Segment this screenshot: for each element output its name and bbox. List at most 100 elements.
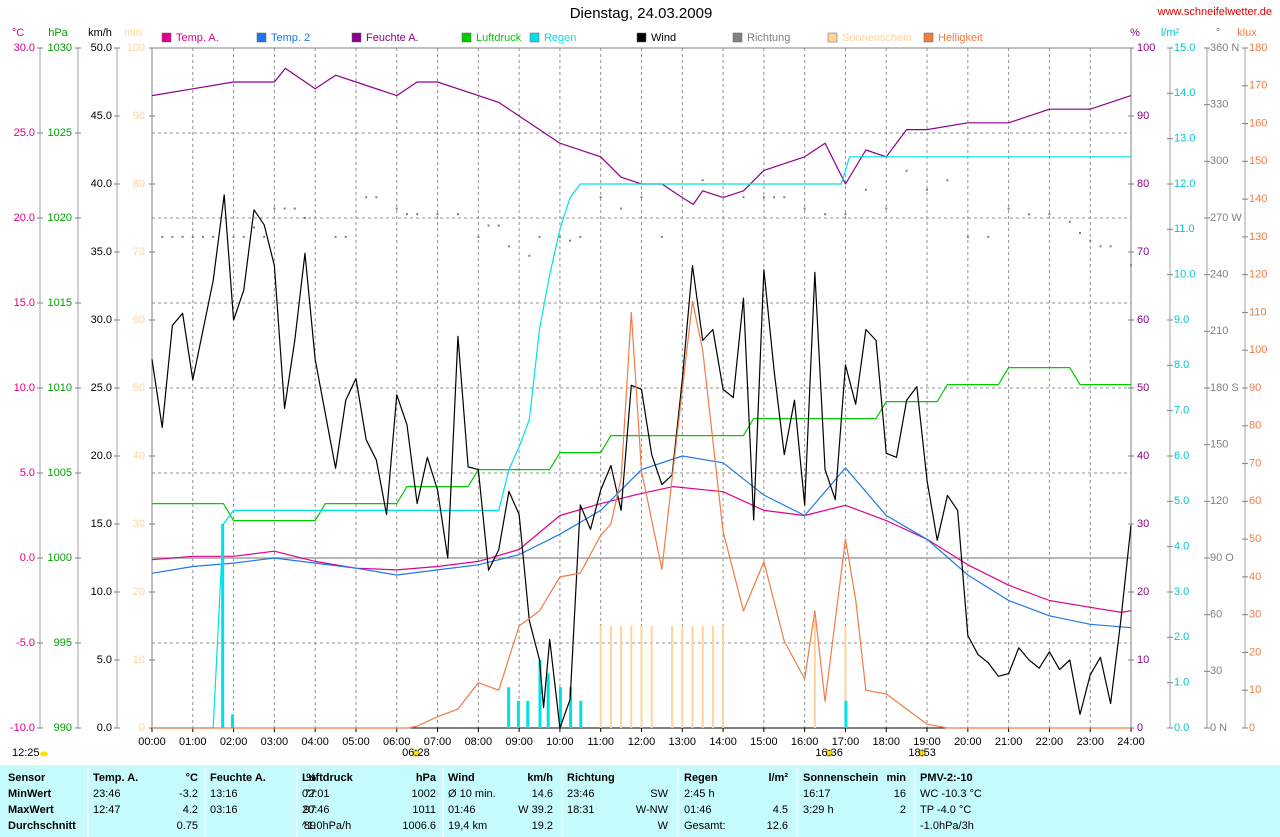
y-tick-label: 0 <box>1137 722 1143 734</box>
y-tick-label: 100 <box>1137 42 1155 54</box>
y-tick-label: 60 <box>1249 495 1261 507</box>
y-tick-label: 50 <box>1137 382 1149 394</box>
sun-bar <box>701 626 704 728</box>
x-tick-label: 01:00 <box>179 736 207 748</box>
table-cell: 12.6 <box>767 820 788 832</box>
x-tick-label: 22:00 <box>1036 736 1064 748</box>
y-tick-label: 100 <box>127 42 145 54</box>
y-tick-label: 25.0 <box>14 127 35 139</box>
chart-title: Dienstag, 24.03.2009 <box>570 5 713 22</box>
sun-bar <box>640 626 643 728</box>
direction-dot <box>528 254 531 257</box>
table-cell: PMV-2:-10 <box>920 772 973 784</box>
axis-title: l/m² <box>1161 27 1180 39</box>
direction-dot <box>365 196 368 199</box>
sun-bar <box>691 626 694 728</box>
y-tick-label: 330 <box>1210 99 1228 111</box>
y-tick-label: 0 <box>139 722 145 734</box>
y-tick-label: 35.0 <box>91 246 112 258</box>
direction-dot <box>1099 245 1102 248</box>
direction-dot <box>1048 213 1051 216</box>
table-cell: 89 <box>304 820 316 832</box>
y-tick-label: 100 <box>1249 344 1267 356</box>
y-tick-label: 1030 <box>48 42 72 54</box>
y-tick-label: -5.0 <box>16 637 35 649</box>
legend-label: Feuchte A. <box>366 32 419 44</box>
table-cell: -1.0hPa/3h <box>920 820 974 832</box>
y-tick-label: 70 <box>133 246 145 258</box>
y-tick-label: 40 <box>1137 450 1149 462</box>
x-tick-label: 08:00 <box>465 736 493 748</box>
legend-label: Richtung <box>747 32 790 44</box>
axis-title: hPa <box>48 27 68 39</box>
direction-dot <box>456 213 459 216</box>
x-tick-label: 19:00 <box>913 736 941 748</box>
x-tick-label: 24:00 <box>1117 736 1145 748</box>
legend-label: Helligkeit <box>938 32 983 44</box>
table-cell: 2 <box>900 804 906 816</box>
y-tick-label: 20 <box>133 586 145 598</box>
sun-bar <box>620 626 623 728</box>
legend-swatch <box>461 32 472 43</box>
direction-dot <box>905 169 908 172</box>
y-tick-label: 25.0 <box>91 382 112 394</box>
y-tick-label: 9.0 <box>1174 314 1189 326</box>
rain-bar <box>558 687 562 728</box>
direction-dot <box>201 235 204 238</box>
legend-swatch <box>256 32 267 43</box>
axis-title: °C <box>12 27 24 39</box>
y-tick-label: 210 <box>1210 325 1228 337</box>
y-tick-label: 10 <box>133 654 145 666</box>
y-tick-label: 1015 <box>48 297 72 309</box>
direction-dot <box>783 196 786 199</box>
direction-dot <box>1028 213 1031 216</box>
direction-dot <box>283 207 286 210</box>
rain-bar <box>516 700 520 728</box>
y-tick-label: 2.0 <box>1174 631 1189 643</box>
direction-dot <box>773 196 776 199</box>
y-tick-label: 60 <box>1137 314 1149 326</box>
direction-dot <box>497 224 500 227</box>
y-tick-label: 1.0 <box>1174 677 1189 689</box>
y-tick-label: 30 <box>1137 518 1149 530</box>
direction-dot <box>293 207 296 210</box>
series-line <box>152 300 1131 729</box>
y-tick-label: 10.0 <box>91 586 112 598</box>
y-tick-label: 40.0 <box>91 178 112 190</box>
y-tick-label: 20 <box>1137 586 1149 598</box>
legend-label: Luftdruck <box>476 32 522 44</box>
source-link[interactable]: www.schneifelwetter.de <box>1157 6 1272 18</box>
y-tick-label: 30 <box>133 518 145 530</box>
direction-dot <box>722 196 725 199</box>
y-tick-label: 0.0 <box>20 552 35 564</box>
x-tick-label: 07:00 <box>424 736 452 748</box>
x-tick-label: 13:00 <box>669 736 697 748</box>
legend-label: Sonnenschein <box>842 32 912 44</box>
series-line <box>151 486 1132 613</box>
y-tick-label: 130 <box>1249 231 1267 243</box>
table-cell: W <box>658 820 669 832</box>
table-cell: TP -4.0 °C <box>920 804 971 816</box>
day-length: 12:25 <box>12 747 40 759</box>
direction-dot <box>242 235 245 238</box>
table-cell: 01:46 <box>448 804 476 816</box>
direction-dot <box>263 235 266 238</box>
x-tick-label: 00:00 <box>138 736 166 748</box>
y-tick-label: 1020 <box>48 212 72 224</box>
y-tick-label: 0.0 <box>1174 722 1189 734</box>
y-tick-label: 80 <box>1249 420 1261 432</box>
y-tick-label: 270 W <box>1210 212 1242 224</box>
table-cell: 16:17 <box>803 788 831 800</box>
y-tick-label: 240 <box>1210 269 1228 281</box>
legend-swatch <box>636 32 647 43</box>
y-tick-label: 50 <box>1249 533 1261 545</box>
x-tick-label: 03:00 <box>261 736 289 748</box>
direction-dot <box>1007 207 1010 210</box>
direction-dot <box>1089 239 1092 242</box>
table-cell: 1006.6 <box>402 820 436 832</box>
y-tick-label: 1025 <box>48 127 72 139</box>
table-cell: 16 <box>894 788 906 800</box>
table-cell: 4.2 <box>183 804 198 816</box>
legend-swatch <box>161 32 172 43</box>
